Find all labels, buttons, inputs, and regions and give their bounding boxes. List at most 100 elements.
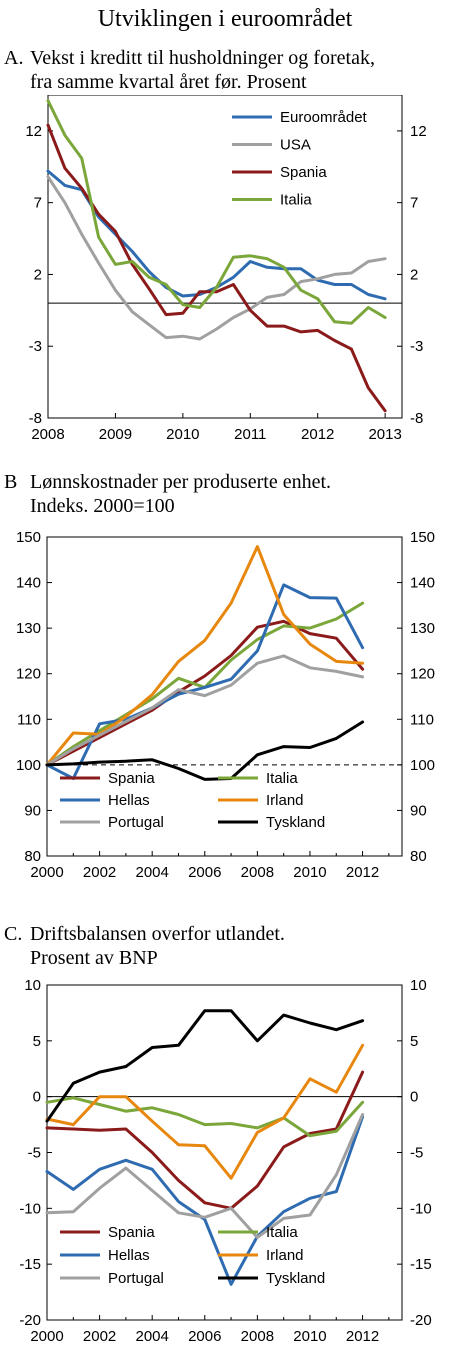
y-tick-label-left: 100 bbox=[16, 757, 41, 774]
series-line-portugal bbox=[45, 1113, 365, 1239]
series-line-italia bbox=[45, 1096, 365, 1138]
y-tick-label-left: -15 bbox=[19, 1256, 41, 1273]
series-line-portugal bbox=[45, 654, 365, 767]
y-tick-label-right: 10 bbox=[410, 977, 427, 994]
legend-label-tyskland: Tyskland bbox=[266, 1270, 325, 1287]
x-tick-label: 2013 bbox=[368, 426, 401, 443]
y-tick-label-left: 140 bbox=[16, 575, 41, 592]
legend-label-hellas: Hellas bbox=[108, 1247, 150, 1264]
legend-label-hellas: Hellas bbox=[108, 792, 150, 809]
legend-label-spania: Spania bbox=[280, 164, 327, 181]
series-line-usa bbox=[46, 175, 387, 341]
series-line-irland bbox=[45, 1043, 365, 1180]
y-tick-label-right: 12 bbox=[410, 123, 427, 140]
y-tick-label-left: 150 bbox=[16, 529, 41, 546]
legend-label-portugal: Portugal bbox=[108, 1270, 164, 1287]
panel-b-letter: B bbox=[4, 471, 18, 493]
y-tick-label-right: -3 bbox=[410, 338, 423, 355]
y-tick-label-right: 110 bbox=[410, 711, 434, 728]
panel-a-title-line1: Vekst i kreditt til husholdninger og for… bbox=[30, 47, 375, 69]
legend-label-euroomr-det: Euroområdet bbox=[280, 109, 368, 126]
x-tick-label: 2011 bbox=[234, 426, 266, 443]
y-tick-label-left: -8 bbox=[29, 410, 42, 427]
y-tick-label-left: 90 bbox=[24, 802, 41, 819]
x-tick-label: 2004 bbox=[135, 1328, 168, 1345]
legend-label-spania: Spania bbox=[108, 1224, 155, 1241]
x-tick-label: 2010 bbox=[166, 426, 199, 443]
series-line-spania bbox=[45, 1070, 365, 1210]
y-tick-label-left: 110 bbox=[17, 711, 41, 728]
y-tick-label-left: 2 bbox=[34, 266, 42, 283]
y-tick-label-left: 5 bbox=[33, 1033, 41, 1050]
y-tick-label-right: 140 bbox=[410, 575, 435, 592]
panel-a-title-line2: fra samme kvartal året før. Prosent bbox=[30, 71, 307, 93]
x-tick-label: 2006 bbox=[188, 864, 221, 881]
y-tick-label-right: 120 bbox=[410, 666, 435, 683]
y-tick-label-left: -5 bbox=[28, 1145, 41, 1162]
legend-label-italia: Italia bbox=[266, 1224, 298, 1241]
y-tick-label-left: -3 bbox=[29, 338, 42, 355]
x-tick-label: 2012 bbox=[301, 426, 334, 443]
y-tick-label-left: 12 bbox=[25, 123, 42, 140]
page-title: Utviklingen i euroområdet bbox=[97, 6, 353, 32]
panel-a-letter: A. bbox=[4, 47, 24, 69]
panel-c-title: C. Driftsbalansen overfor utlandet. Prose… bbox=[4, 922, 285, 970]
y-tick-label-right: 90 bbox=[410, 802, 427, 819]
series-line-spania bbox=[46, 123, 387, 413]
x-tick-label: 2000 bbox=[30, 1328, 63, 1345]
y-tick-label-right: 100 bbox=[410, 757, 435, 774]
y-tick-label-right: -10 bbox=[410, 1200, 432, 1217]
panel-b-title: B Lønnskostnader per produserte enhet. In… bbox=[4, 470, 331, 518]
y-tick-label-right: -8 bbox=[410, 410, 423, 427]
x-tick-label: 2012 bbox=[346, 864, 379, 881]
y-tick-label-left: 120 bbox=[16, 666, 41, 683]
y-tick-label-right: 5 bbox=[410, 1033, 418, 1050]
legend-label-italia: Italia bbox=[280, 192, 312, 209]
x-tick-label: 2010 bbox=[293, 1328, 326, 1345]
y-tick-label-left: 130 bbox=[16, 620, 41, 637]
plot-frame bbox=[47, 95, 403, 419]
panel-c-title-line1: Driftsbalansen overfor utlandet. bbox=[30, 923, 285, 945]
x-tick-label: 2008 bbox=[241, 864, 274, 881]
legend-label-usa: USA bbox=[280, 137, 311, 154]
x-tick-label: 2012 bbox=[346, 1328, 379, 1345]
panel-c-title-line2: Prosent av BNP bbox=[30, 947, 158, 969]
panel-c-chart: -20 -20 -15 -15 -10 -10 -5 -5 0 0 5 5 10 10 2000 2002 20… bbox=[19, 977, 432, 1345]
legend-label-spania: Spania bbox=[108, 770, 155, 787]
x-tick-label: 2002 bbox=[83, 1328, 116, 1345]
x-tick-label: 2009 bbox=[99, 426, 132, 443]
series-line-italia bbox=[46, 99, 387, 325]
y-tick-label-right: -20 bbox=[410, 1312, 432, 1329]
legend-label-italia: Italia bbox=[266, 770, 298, 787]
panel-b-title-line2: Indeks. 2000=100 bbox=[30, 495, 175, 517]
y-tick-label-right: -15 bbox=[410, 1256, 432, 1273]
series-line-tyskland bbox=[45, 1009, 365, 1123]
x-tick-label: 2008 bbox=[31, 426, 64, 443]
legend-label-irland: Irland bbox=[266, 792, 304, 809]
x-tick-label: 2006 bbox=[188, 1328, 221, 1345]
y-tick-label-right: -5 bbox=[410, 1145, 423, 1162]
x-tick-label: 2008 bbox=[241, 1328, 274, 1345]
y-tick-label-right: 150 bbox=[410, 529, 435, 546]
panel-a-title: A. Vekst i kreditt til husholdninger og f… bbox=[4, 46, 375, 94]
series-line-tyskland bbox=[45, 720, 365, 781]
legend-label-tyskland: Tyskland bbox=[266, 814, 325, 831]
y-tick-label-right: 80 bbox=[410, 848, 427, 865]
panel-a-chart: -8 -8 -3 -3 2 2 7 7 12 12 2008 2009 2010 2011 2012 2013… bbox=[25, 95, 427, 443]
y-tick-label-left: -20 bbox=[19, 1312, 41, 1329]
y-tick-label-right: 2 bbox=[410, 266, 418, 283]
x-tick-label: 2000 bbox=[30, 864, 63, 881]
y-tick-label-left: 10 bbox=[24, 977, 41, 994]
y-tick-label-left: 0 bbox=[33, 1089, 41, 1106]
panel-b-chart: 80 80 90 90 100 100 110 110 120 120 130 130 140 140 15… bbox=[16, 529, 435, 881]
y-tick-label-left: 7 bbox=[34, 195, 42, 212]
panel-b-title-line1: Lønnskostnader per produserte enhet. bbox=[30, 471, 332, 493]
y-tick-label-right: 0 bbox=[410, 1089, 418, 1106]
y-tick-label-right: 130 bbox=[410, 620, 435, 637]
x-tick-label: 2004 bbox=[135, 864, 168, 881]
legend-label-irland: Irland bbox=[266, 1247, 304, 1264]
x-tick-label: 2002 bbox=[83, 864, 116, 881]
panel-c-letter: C. bbox=[4, 923, 23, 945]
series-line-hellas bbox=[45, 1115, 365, 1286]
series-line-hellas bbox=[45, 583, 365, 780]
